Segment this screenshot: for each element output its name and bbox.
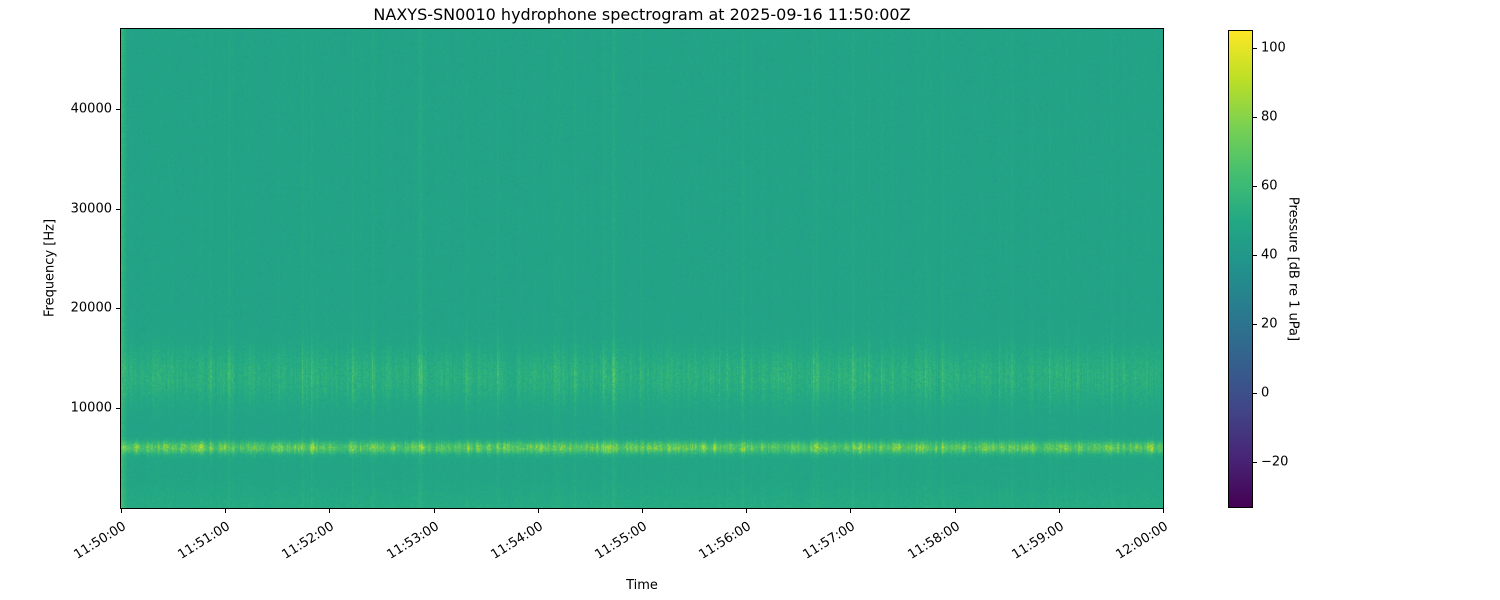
x-tick-label: 12:00:00 bbox=[1113, 519, 1171, 563]
y-tick-mark bbox=[116, 308, 120, 310]
y-tick-label: 20000 bbox=[70, 300, 112, 316]
colorbar-tick-mark bbox=[1253, 48, 1257, 50]
x-axis-label: Time bbox=[626, 578, 658, 593]
colorbar-tick-label: 0 bbox=[1261, 385, 1270, 401]
x-tick-mark bbox=[954, 509, 956, 513]
y-tick-label: 10000 bbox=[70, 400, 112, 416]
x-tick-mark bbox=[850, 509, 852, 513]
x-tick-label: 11:50:00 bbox=[71, 519, 129, 563]
x-tick-mark bbox=[746, 509, 748, 513]
x-tick-mark bbox=[225, 509, 227, 513]
colorbar-label: Pressure [dB re 1 uPa] bbox=[1285, 196, 1301, 342]
x-tick-label: 11:54:00 bbox=[488, 519, 546, 563]
colorbar-tick-mark bbox=[1253, 186, 1257, 188]
y-tick-label: 40000 bbox=[70, 101, 112, 117]
colorbar-tick-mark bbox=[1253, 117, 1257, 119]
x-tick-label: 11:53:00 bbox=[384, 519, 442, 563]
x-tick-mark bbox=[433, 509, 435, 513]
colorbar-tick-label: −20 bbox=[1261, 454, 1289, 470]
x-tick-label: 11:59:00 bbox=[1009, 519, 1067, 563]
y-tick-mark bbox=[116, 208, 120, 210]
colorbar-tick-label: 40 bbox=[1261, 247, 1278, 263]
x-tick-mark bbox=[1163, 509, 1164, 513]
y-tick-mark bbox=[116, 408, 120, 410]
colorbar-tick-label: 80 bbox=[1261, 109, 1278, 125]
plot-area bbox=[120, 28, 1164, 509]
colorbar-tick-label: 60 bbox=[1261, 178, 1278, 194]
y-tick-mark bbox=[116, 108, 120, 110]
x-tick-mark bbox=[1058, 509, 1060, 513]
colorbar-tick-label: 100 bbox=[1261, 40, 1286, 56]
x-tick-label: 11:55:00 bbox=[592, 519, 650, 563]
chart-title: NAXYS-SN0010 hydrophone spectrogram at 2… bbox=[373, 5, 911, 24]
x-tick-label: 11:57:00 bbox=[800, 519, 859, 563]
x-tick-mark bbox=[537, 509, 539, 513]
spectrogram-canvas bbox=[121, 29, 1163, 508]
x-tick-label: 11:52:00 bbox=[279, 519, 338, 563]
colorbar bbox=[1228, 30, 1253, 508]
colorbar-tick-mark bbox=[1253, 255, 1257, 257]
x-tick-label: 11:51:00 bbox=[175, 519, 234, 563]
x-tick-mark bbox=[121, 509, 122, 513]
colorbar-tick-mark bbox=[1253, 324, 1257, 326]
x-tick-label: 11:58:00 bbox=[905, 519, 963, 563]
colorbar-tick-mark bbox=[1253, 462, 1257, 464]
colorbar-tick-label: 20 bbox=[1261, 316, 1278, 332]
x-tick-label: 11:56:00 bbox=[696, 519, 755, 563]
x-tick-mark bbox=[329, 509, 331, 513]
colorbar-tick-mark bbox=[1253, 393, 1257, 395]
x-tick-mark bbox=[642, 509, 643, 513]
y-tick-label: 30000 bbox=[70, 201, 112, 217]
